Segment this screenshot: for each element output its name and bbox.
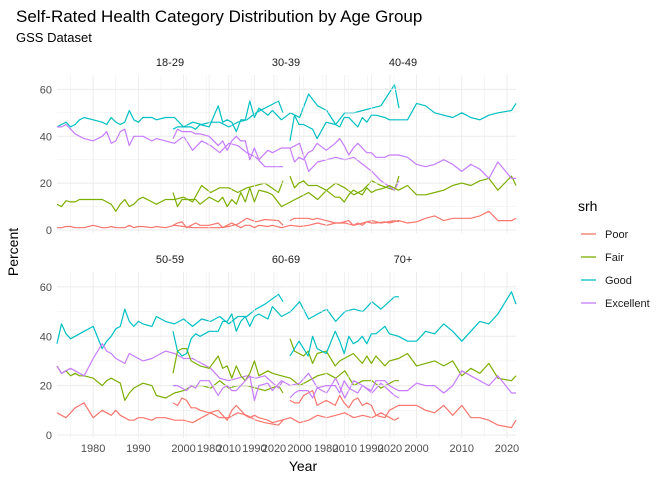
series-line-poor (56, 402, 284, 426)
chart-title: Self-Rated Health Category Distribution … (16, 7, 422, 26)
series-line-poor (57, 217, 284, 229)
y-tick-label: 20 (40, 381, 52, 393)
panel-strip-label: 40-49 (389, 57, 417, 69)
gridlines (290, 272, 516, 438)
legend-item-fair: Fair (581, 252, 624, 264)
x-tick-label: 2000 (171, 443, 195, 455)
legend-label: Good (605, 275, 632, 287)
x-tick-label: 1980 (81, 443, 105, 455)
x-tick-label: 1980 (197, 443, 221, 455)
series-line-excellent (289, 138, 516, 179)
panel-strip-label: 30-39 (272, 57, 300, 69)
series-line-excellent (173, 372, 400, 401)
series-line-excellent (57, 123, 283, 168)
legend-label: Fair (605, 252, 624, 264)
legend-label: Poor (605, 229, 629, 241)
gridlines (173, 272, 399, 438)
x-tick-label: 1990 (126, 443, 150, 455)
series-line-good (289, 102, 517, 142)
series-line-poor (172, 220, 400, 229)
series-line-fair (289, 175, 517, 203)
series-line-good (56, 293, 284, 350)
series-line-good (172, 84, 400, 133)
y-tick-label: 0 (46, 225, 52, 237)
x-tick-label: 1990 (242, 443, 266, 455)
series-line-fair (56, 180, 284, 212)
series-line-fair (172, 175, 400, 208)
panel-70+: 70+ 1980 1990 2000 2010 2020 (289, 254, 519, 455)
facet-panels: 18-29 0 20 40 60 30-39 40-49 50-59 0 20 40 60 1980 19… (40, 57, 519, 455)
series-line-poor (172, 397, 400, 424)
panel-strip-label: 50-59 (156, 254, 184, 266)
x-tick-label: 2020 (378, 443, 402, 455)
x-tick-label: 2020 (495, 443, 519, 455)
gridlines (173, 75, 399, 233)
series-line-fair (289, 338, 517, 382)
chart-subtitle: GSS Dataset (16, 30, 92, 45)
x-tick-label: 2000 (287, 443, 311, 455)
y-tick-label: 40 (40, 331, 52, 343)
panel-strip-label: 70+ (394, 254, 413, 266)
series-line-fair (172, 348, 399, 389)
series-line-excellent (172, 128, 400, 191)
panel-18-29: 18-29 0 20 40 60 (40, 57, 284, 237)
x-tick-label: 2010 (333, 443, 357, 455)
x-tick-label: 2020 (262, 443, 286, 455)
y-axis-label: Percent (5, 228, 21, 276)
legend-item-excellent: Excellent (581, 298, 650, 310)
y-tick-label: 60 (40, 282, 52, 294)
x-tick-label: 1990 (359, 443, 383, 455)
legend-item-poor: Poor (581, 229, 629, 241)
series-line-fair (56, 365, 284, 401)
series-line-good (172, 296, 399, 357)
series-line-good (289, 291, 517, 357)
y-tick-label: 40 (40, 131, 52, 143)
legend-item-good: Good (581, 275, 632, 287)
panel-40-49: 40-49 (289, 57, 517, 233)
x-tick-label: 1980 (314, 443, 338, 455)
legend: srh Poor Fair Good Excellent (578, 198, 650, 310)
panel-50-59: 50-59 0 20 40 60 1980 1990 2000 2010 2020 (40, 254, 286, 455)
series-line-excellent (289, 370, 516, 399)
y-tick-label: 0 (46, 430, 52, 442)
panel-60-69: 60-69 1980 1990 2000 2010 2020 (172, 254, 402, 455)
series-line-poor (289, 210, 517, 226)
legend-label: Excellent (605, 298, 650, 310)
x-tick-label: 2000 (404, 443, 428, 455)
legend-title: srh (578, 198, 597, 214)
series-line-excellent (56, 343, 284, 389)
x-tick-label: 2010 (450, 443, 474, 455)
panel-strip-label: 18-29 (156, 57, 184, 69)
x-axis-label: Year (289, 458, 318, 474)
series-line-poor (289, 390, 517, 429)
y-tick-label: 60 (40, 84, 52, 96)
panel-strip-label: 60-69 (272, 254, 300, 266)
x-tick-label: 2010 (217, 443, 241, 455)
y-tick-label: 20 (40, 178, 52, 190)
gridlines (290, 75, 516, 233)
